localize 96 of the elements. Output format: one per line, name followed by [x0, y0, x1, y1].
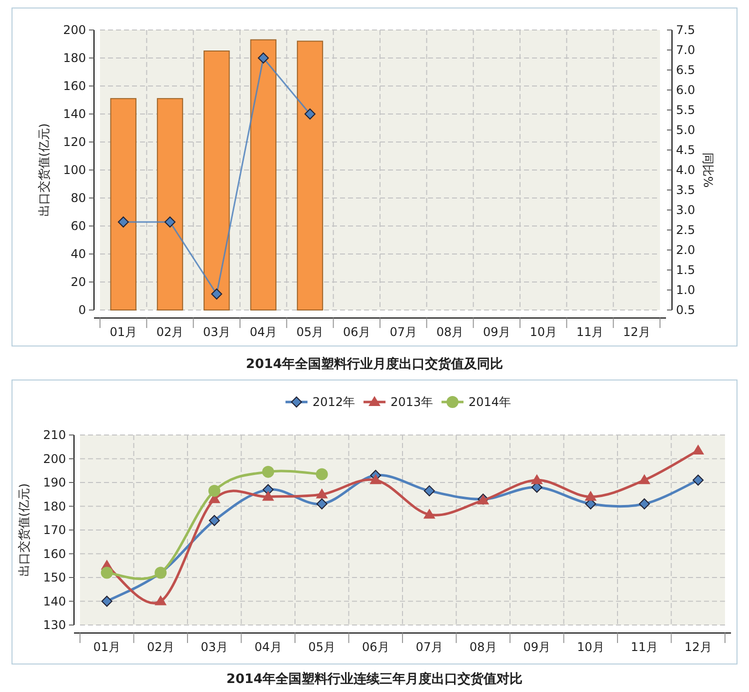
y2-tick-label: 2.0 — [676, 243, 696, 257]
point — [423, 508, 436, 519]
y2-tick-label: 0.5 — [676, 303, 696, 317]
y2-tick-label: 6.0 — [676, 83, 696, 97]
x-tick-label: 02月 — [146, 640, 174, 654]
point — [692, 474, 704, 486]
x-tick-label: 07月 — [416, 640, 444, 654]
y2-axis-title: 同比% — [701, 152, 715, 188]
y-tick-label: 200 — [63, 23, 86, 37]
y-tick-label: 170 — [43, 523, 66, 537]
x-tick-label: 01月 — [110, 325, 137, 339]
point — [262, 490, 274, 501]
point — [316, 488, 328, 498]
x-tick-label: 11月 — [630, 640, 658, 654]
y2-tick-label: 4.0 — [676, 163, 696, 177]
x-tick-label: 09月 — [483, 325, 510, 339]
point — [208, 515, 220, 526]
bar — [110, 98, 136, 310]
y-tick-label: 210 — [43, 428, 66, 442]
point — [638, 498, 650, 510]
y-tick-label: 140 — [63, 107, 86, 121]
y2-tick-label: 1.5 — [676, 263, 696, 277]
x-tick-label: 06月 — [343, 325, 370, 339]
y-tick-label: 180 — [63, 51, 86, 65]
y-tick-label: 40 — [70, 247, 86, 261]
point — [530, 474, 543, 484]
y-tick-label: 60 — [70, 219, 86, 233]
y2-tick-label: 1.0 — [676, 283, 696, 297]
y-tick-label: 130 — [43, 618, 66, 632]
x-tick-label: 05月 — [296, 325, 324, 339]
point — [164, 216, 176, 228]
point — [118, 216, 129, 228]
text: 2014年全国塑料行业月度出口交货值及同比 — [246, 356, 504, 372]
y-axis-title: 出口交货值(亿元) — [17, 483, 31, 577]
y-tick-label: 190 — [43, 476, 66, 490]
point — [316, 468, 328, 480]
point — [154, 595, 167, 606]
x-tick-label: 04月 — [250, 325, 277, 339]
x-tick-label: 10月 — [576, 640, 604, 654]
point — [370, 474, 382, 484]
y-tick-label: 160 — [63, 79, 86, 93]
point — [211, 288, 222, 300]
bar — [156, 98, 184, 310]
bar — [250, 39, 276, 310]
y-tick-label: 100 — [63, 163, 86, 177]
x-tick-label: 04月 — [254, 640, 282, 654]
point — [638, 474, 650, 484]
text: 2014年全国塑料行业连续三年月度出口交货值对比 — [226, 671, 523, 687]
x-tick-label: 03月 — [200, 640, 228, 654]
y2-tick-label: 6.5 — [676, 63, 696, 77]
point — [100, 566, 113, 579]
x-tick-label: 12月 — [684, 640, 712, 654]
y2-tick-label: 2.5 — [676, 223, 696, 237]
y-tick-label: 20 — [70, 275, 86, 289]
bar — [204, 50, 230, 310]
legend-label: 2012年 — [312, 395, 356, 409]
y-tick-label: 160 — [43, 546, 66, 561]
y2-tick-label: 4.5 — [676, 143, 696, 157]
point — [101, 596, 112, 607]
x-tick-label: 11月 — [576, 325, 604, 339]
y2-tick-label: 7.5 — [676, 23, 696, 37]
point — [258, 52, 269, 64]
y2-tick-label: 7.0 — [676, 43, 696, 57]
x-tick-label: 07月 — [390, 325, 417, 339]
y-tick-label: 120 — [63, 135, 86, 149]
y-axis-title: 出口交货值(亿元) — [37, 123, 51, 217]
x-tick-label: 10月 — [530, 325, 557, 339]
y2-tick-label: 5.0 — [676, 123, 696, 137]
x-tick-label: 09月 — [523, 640, 551, 654]
x-tick-label: 03月 — [203, 325, 230, 339]
legend-label: 2013年 — [390, 395, 434, 409]
y-tick-label: 80 — [70, 191, 86, 205]
point — [304, 108, 316, 120]
x-tick-label: 06月 — [362, 640, 390, 654]
y2-tick-label: 3.5 — [676, 183, 696, 197]
point — [316, 498, 328, 510]
point — [424, 485, 435, 496]
x-tick-label: 02月 — [156, 325, 184, 339]
y-tick-label: 0 — [78, 303, 86, 317]
y2-tick-label: 5.5 — [676, 103, 696, 117]
legend-label: 2014年 — [468, 395, 512, 409]
y2-tick-label: 3.0 — [676, 203, 696, 217]
point — [262, 466, 274, 478]
point — [584, 490, 597, 501]
point — [692, 444, 704, 454]
point — [208, 484, 220, 497]
x-tick-label: 08月 — [436, 325, 464, 339]
x-tick-label: 08月 — [469, 640, 497, 654]
y-tick-label: 180 — [43, 499, 66, 514]
x-tick-label: 01月 — [93, 640, 121, 654]
y-tick-label: 150 — [43, 570, 66, 584]
x-tick-label: 12月 — [623, 325, 650, 339]
x-tick-label: 05月 — [308, 640, 336, 654]
y-tick-label: 200 — [43, 452, 66, 466]
y-tick-label: 140 — [43, 594, 66, 608]
bar — [296, 40, 324, 310]
